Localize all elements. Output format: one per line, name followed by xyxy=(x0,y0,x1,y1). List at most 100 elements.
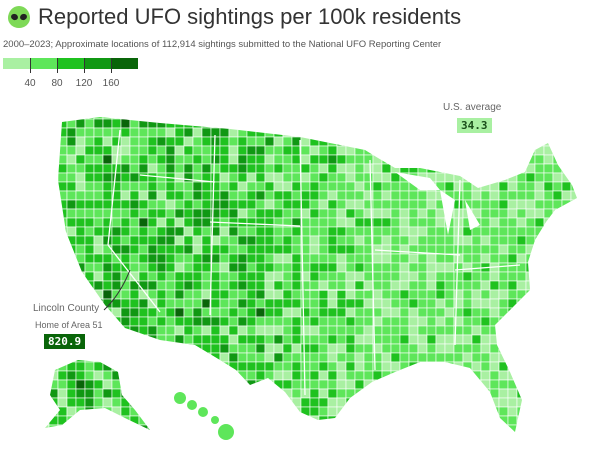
county xyxy=(507,127,518,138)
county xyxy=(129,379,140,390)
county xyxy=(426,208,437,219)
county xyxy=(45,163,50,174)
county xyxy=(543,298,554,309)
county xyxy=(309,199,320,210)
county xyxy=(408,289,419,300)
county xyxy=(589,173,598,182)
county xyxy=(264,271,275,282)
county xyxy=(291,379,302,390)
county xyxy=(336,172,347,183)
county xyxy=(417,388,428,399)
county xyxy=(561,289,572,300)
county xyxy=(453,172,464,183)
county xyxy=(552,217,563,228)
county xyxy=(444,298,455,309)
county xyxy=(580,164,589,173)
county xyxy=(454,434,463,443)
county xyxy=(417,163,428,174)
county xyxy=(480,208,491,219)
county xyxy=(201,253,212,264)
county xyxy=(480,280,491,291)
county xyxy=(561,424,572,432)
county xyxy=(534,379,545,390)
county xyxy=(309,388,320,399)
county xyxy=(102,316,113,327)
county xyxy=(525,117,536,120)
county xyxy=(93,217,104,228)
county xyxy=(246,181,257,192)
county xyxy=(318,397,329,408)
county xyxy=(453,352,464,363)
county xyxy=(255,154,266,165)
county xyxy=(444,244,455,255)
county xyxy=(237,217,248,228)
county xyxy=(246,271,257,282)
county xyxy=(318,244,329,255)
county xyxy=(381,235,392,246)
county xyxy=(580,353,589,362)
county xyxy=(453,280,464,291)
county xyxy=(138,226,149,237)
county xyxy=(309,406,320,417)
county xyxy=(45,208,50,219)
county xyxy=(57,217,68,228)
county xyxy=(381,117,392,120)
county xyxy=(354,406,365,417)
county xyxy=(300,397,311,408)
county xyxy=(561,127,572,138)
county xyxy=(372,388,383,399)
county xyxy=(246,172,257,183)
county xyxy=(462,289,473,300)
county xyxy=(45,154,50,165)
county xyxy=(580,344,589,353)
county xyxy=(543,325,554,336)
county xyxy=(174,280,185,291)
county xyxy=(318,424,329,432)
county xyxy=(318,307,329,318)
county xyxy=(580,290,589,299)
county xyxy=(201,163,212,174)
county xyxy=(228,208,239,219)
county xyxy=(589,191,598,200)
county xyxy=(399,271,410,282)
county xyxy=(417,289,428,300)
county xyxy=(291,190,302,201)
county xyxy=(408,397,419,408)
county xyxy=(345,271,356,282)
county xyxy=(417,226,428,237)
county xyxy=(372,253,383,264)
county xyxy=(552,244,563,255)
county xyxy=(327,415,338,426)
county xyxy=(210,253,221,264)
county xyxy=(282,208,293,219)
county xyxy=(75,244,86,255)
county xyxy=(453,163,464,174)
county xyxy=(156,235,167,246)
county xyxy=(580,209,589,218)
county xyxy=(300,154,311,165)
county xyxy=(282,117,293,120)
county xyxy=(507,199,518,210)
county xyxy=(336,379,347,390)
county xyxy=(120,352,131,363)
county xyxy=(525,154,536,165)
county xyxy=(273,280,284,291)
county xyxy=(327,343,338,354)
county xyxy=(183,415,194,426)
county xyxy=(381,163,392,174)
county xyxy=(174,334,185,345)
county xyxy=(120,361,131,372)
county xyxy=(525,298,536,309)
county xyxy=(183,298,194,309)
county xyxy=(462,334,473,345)
county xyxy=(399,199,410,210)
county xyxy=(291,262,302,273)
county xyxy=(417,199,428,210)
county xyxy=(408,136,419,147)
county xyxy=(327,190,338,201)
county xyxy=(45,280,50,291)
county xyxy=(507,154,518,165)
county xyxy=(525,172,536,183)
county xyxy=(372,280,383,291)
county xyxy=(93,253,104,264)
